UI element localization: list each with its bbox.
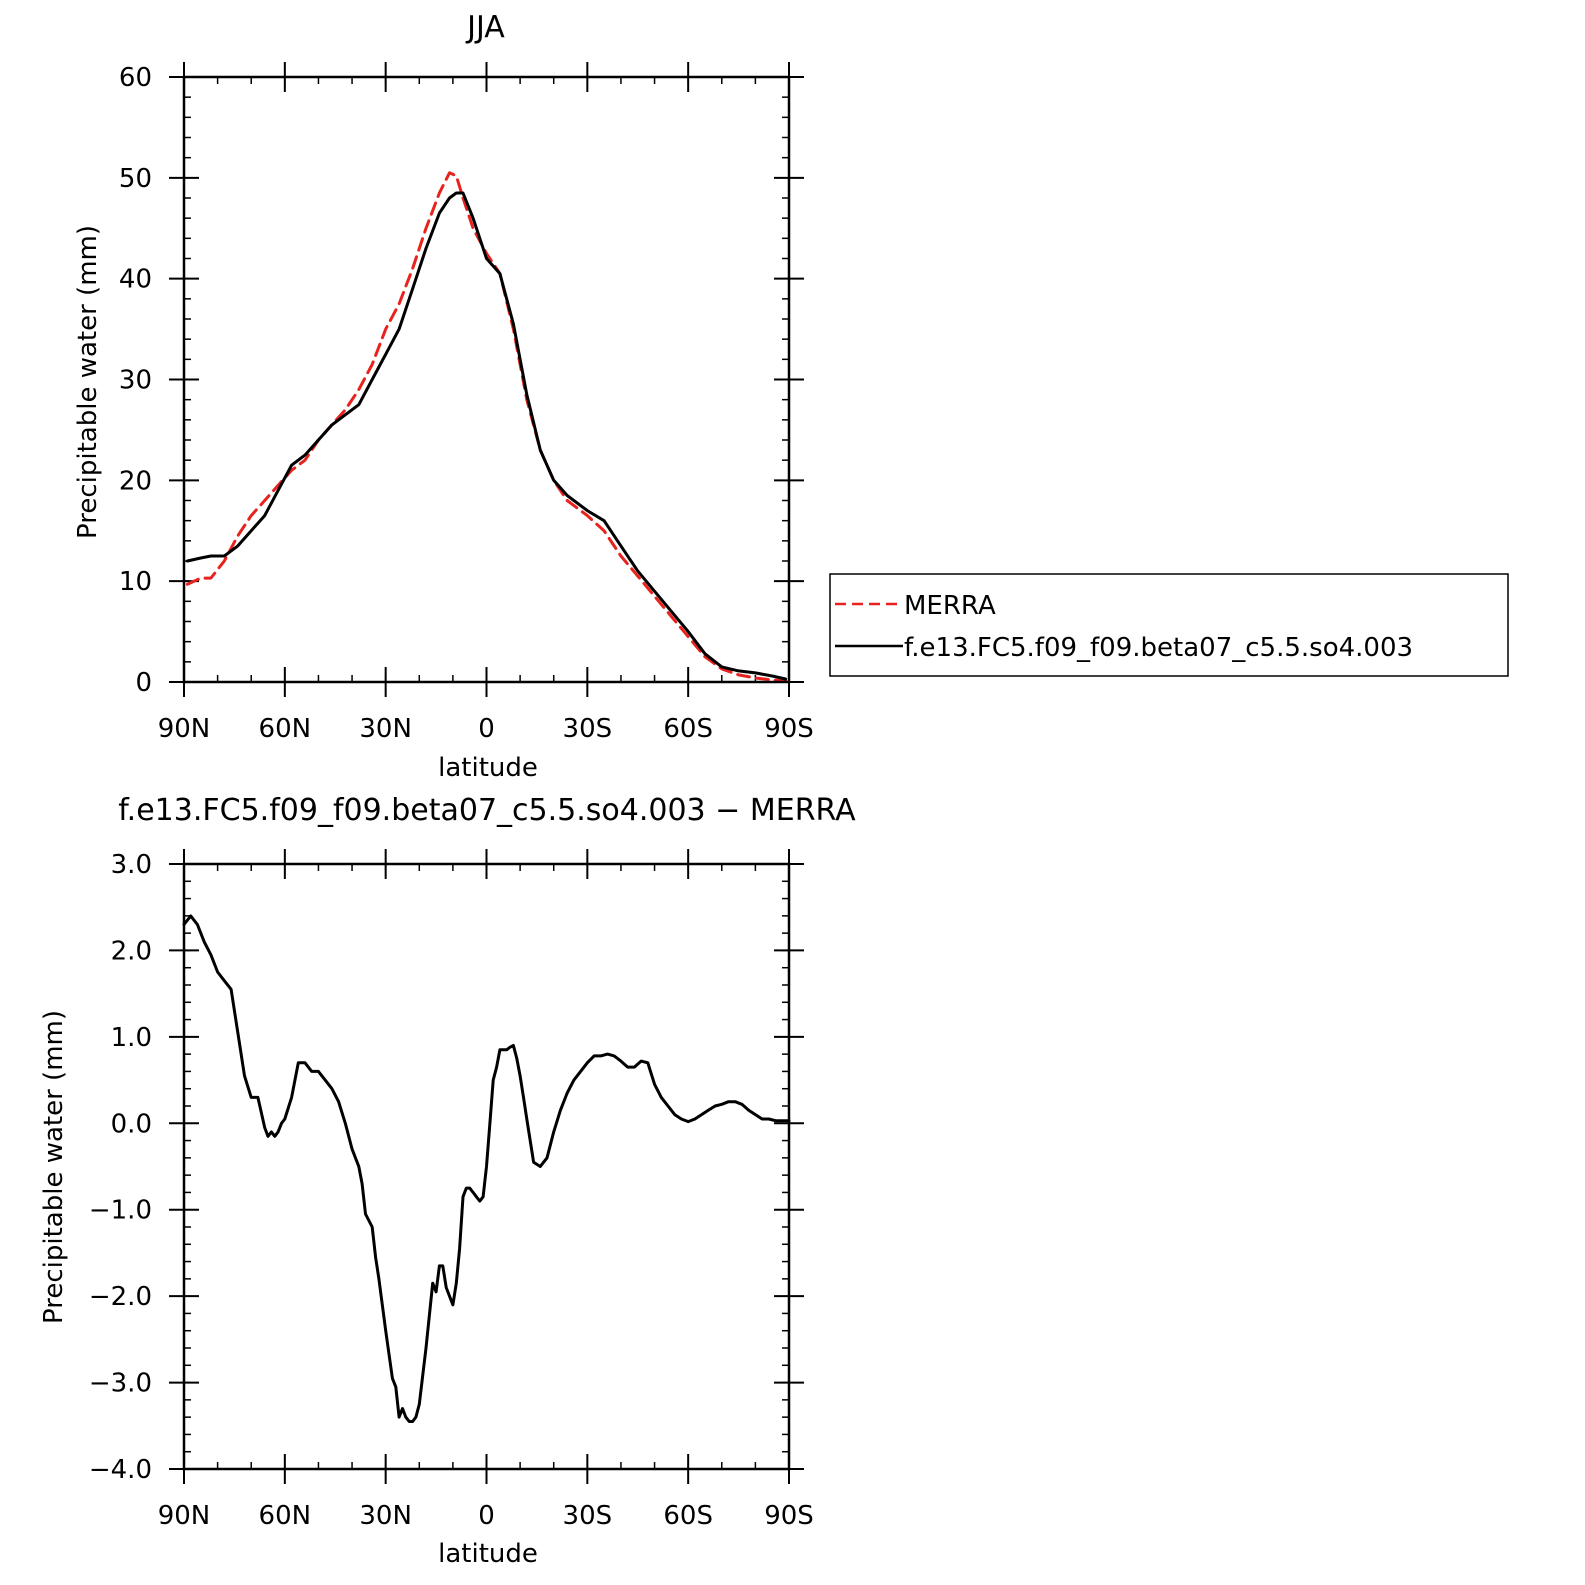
bottom-x-tick-label: 30S [563, 1501, 613, 1531]
panel-jja: JJA 90N 60N 30N 0 30S 60S 90S 0 10 20 30 40 50 60 lat… [73, 10, 814, 783]
bottom-x-tick-label: 90S [764, 1501, 814, 1531]
top-series-line-merra [185, 171, 788, 683]
top-axes: 90N 60N 30N 0 30S 60S 90S 0 10 20 30 40 50 60 [119, 62, 814, 744]
bottom-x-tick-label: 60S [663, 1501, 713, 1531]
bottom-x-tick-label: 0 [478, 1501, 495, 1531]
bottom-plot-frame [182, 862, 791, 1471]
top-y-tick-label: 40 [119, 265, 152, 295]
top-series-lines [185, 171, 788, 683]
top-x-tick-label: 60N [259, 714, 312, 744]
bottom-axes: 90N 60N 30N 0 30S 60S 90S 3.0 2.0 1.0 0.0 −1.0 −2.0 −… [89, 849, 814, 1531]
bottom-x-tick-label: 90N [158, 1501, 211, 1531]
bottom-y-tick-label: −3.0 [89, 1369, 152, 1399]
top-x-tick-label: 60S [663, 714, 713, 744]
bottom-y-tick-label: 3.0 [111, 850, 152, 880]
bottom-y-axis-label: Precipitable water (mm) [39, 1010, 69, 1324]
legend-box [829, 573, 1509, 677]
top-series-line-model [185, 191, 788, 681]
bottom-x-tick-label: 30N [359, 1501, 412, 1531]
bottom-y-tick-label: 2.0 [111, 936, 152, 966]
top-x-tick-label: 30N [359, 714, 412, 744]
bottom-y-tick-label: −1.0 [89, 1196, 152, 1226]
bottom-y-tick-label: 1.0 [111, 1023, 152, 1053]
top-chart-title: JJA [465, 10, 505, 45]
bottom-series-lines [182, 914, 791, 1423]
panel-difference: f.e13.FC5.f09_f09.beta07_c5.5.so4.003 − … [39, 793, 856, 1569]
legend: MERRA f.e13.FC5.f09_f09.beta07_c5.5.so4.… [829, 573, 1509, 677]
bottom-y-tick-label: 0.0 [111, 1109, 152, 1139]
bottom-chart-title: f.e13.FC5.f09_f09.beta07_c5.5.so4.003 − … [118, 793, 856, 828]
legend-label-merra: MERRA [904, 591, 996, 621]
top-x-tick-label: 90S [764, 714, 814, 744]
bottom-x-tick-label: 60N [259, 1501, 312, 1531]
top-y-tick-label: 60 [119, 63, 152, 93]
top-y-tick-label: 10 [119, 567, 152, 597]
top-x-axis-label: latitude [438, 753, 538, 783]
top-y-tick-label: 0 [135, 668, 152, 698]
top-x-tick-label: 90N [158, 714, 211, 744]
bottom-x-axis-label: latitude [438, 1539, 538, 1569]
top-x-tick-label: 0 [478, 714, 495, 744]
top-y-tick-label: 30 [119, 366, 152, 396]
bottom-y-tick-label: −2.0 [89, 1282, 152, 1312]
bottom-y-tick-label: −4.0 [89, 1455, 152, 1485]
top-x-tick-label: 30S [563, 714, 613, 744]
top-y-tick-label: 20 [119, 466, 152, 496]
legend-label-model: f.e13.FC5.f09_f09.beta07_c5.5.so4.003 [904, 633, 1413, 663]
top-plot-frame [182, 75, 791, 684]
top-y-axis-label: Precipitable water (mm) [73, 225, 103, 539]
top-y-tick-label: 50 [119, 164, 152, 194]
bottom-series-line-difference [182, 914, 791, 1423]
